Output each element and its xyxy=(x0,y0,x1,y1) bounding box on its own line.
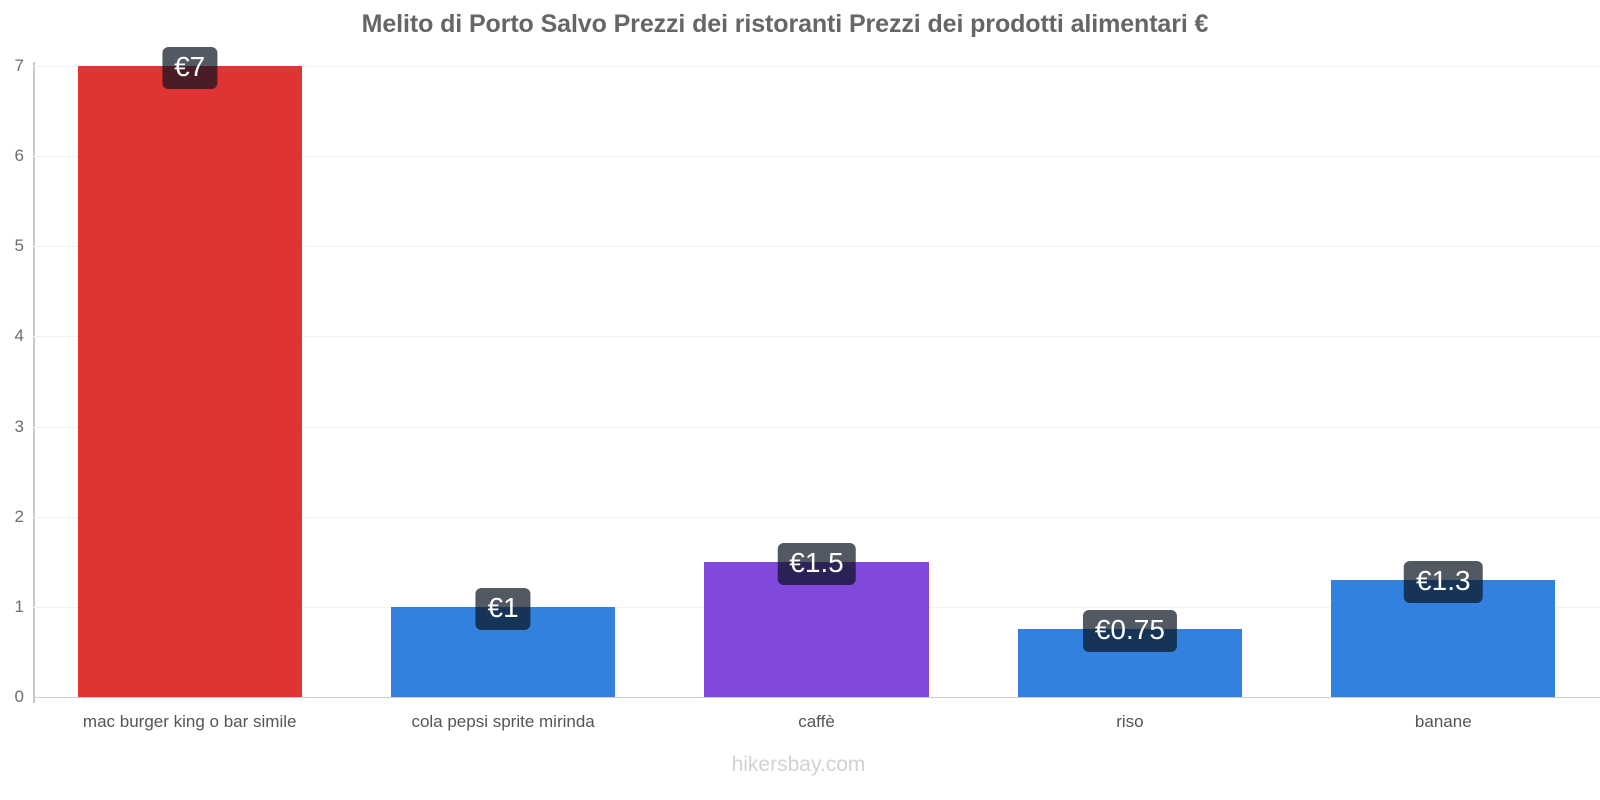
bar-value-label: €1 xyxy=(475,587,531,630)
footer-credit: hikersbay.com xyxy=(731,753,866,776)
y-axis-tick-label: 0 xyxy=(14,687,24,706)
x-axis-tick-label: banane xyxy=(1414,712,1472,731)
bar-value-label: €1.3 xyxy=(1404,560,1483,603)
y-axis-tick-label: 6 xyxy=(14,146,24,166)
y-axis-tick-label: 4 xyxy=(14,326,24,346)
y-axis-line xyxy=(33,62,35,703)
y-axis-tick-label: 5 xyxy=(14,236,24,256)
y-axis-tick-label: 7 xyxy=(14,56,24,75)
bar-value-label: €0.75 xyxy=(1082,610,1177,653)
gridline xyxy=(33,246,1600,248)
x-axis-tick-label: caffè xyxy=(798,712,835,731)
gridline xyxy=(33,516,1600,518)
x-axis-tick-label: cola pepsi sprite mirinda xyxy=(411,712,595,731)
x-axis-baseline xyxy=(33,697,1600,698)
gridline xyxy=(33,66,1600,67)
y-axis-tick-label: 3 xyxy=(14,416,24,436)
bar-value-label: €1.5 xyxy=(777,542,856,585)
bar[interactable] xyxy=(77,66,302,697)
y-axis-tick-label: 1 xyxy=(14,596,24,616)
gridline xyxy=(33,156,1600,158)
bar-value-label: €7 xyxy=(162,47,218,89)
gridline xyxy=(33,426,1600,428)
y-axis-tick-label: 2 xyxy=(14,506,24,526)
x-axis-tick-label: riso xyxy=(1116,712,1144,731)
gridline xyxy=(33,336,1600,338)
x-axis-tick-label: mac burger king o bar simile xyxy=(82,712,297,731)
chart-title: Melito di Porto Salvo Prezzi dei ristora… xyxy=(361,10,1209,38)
